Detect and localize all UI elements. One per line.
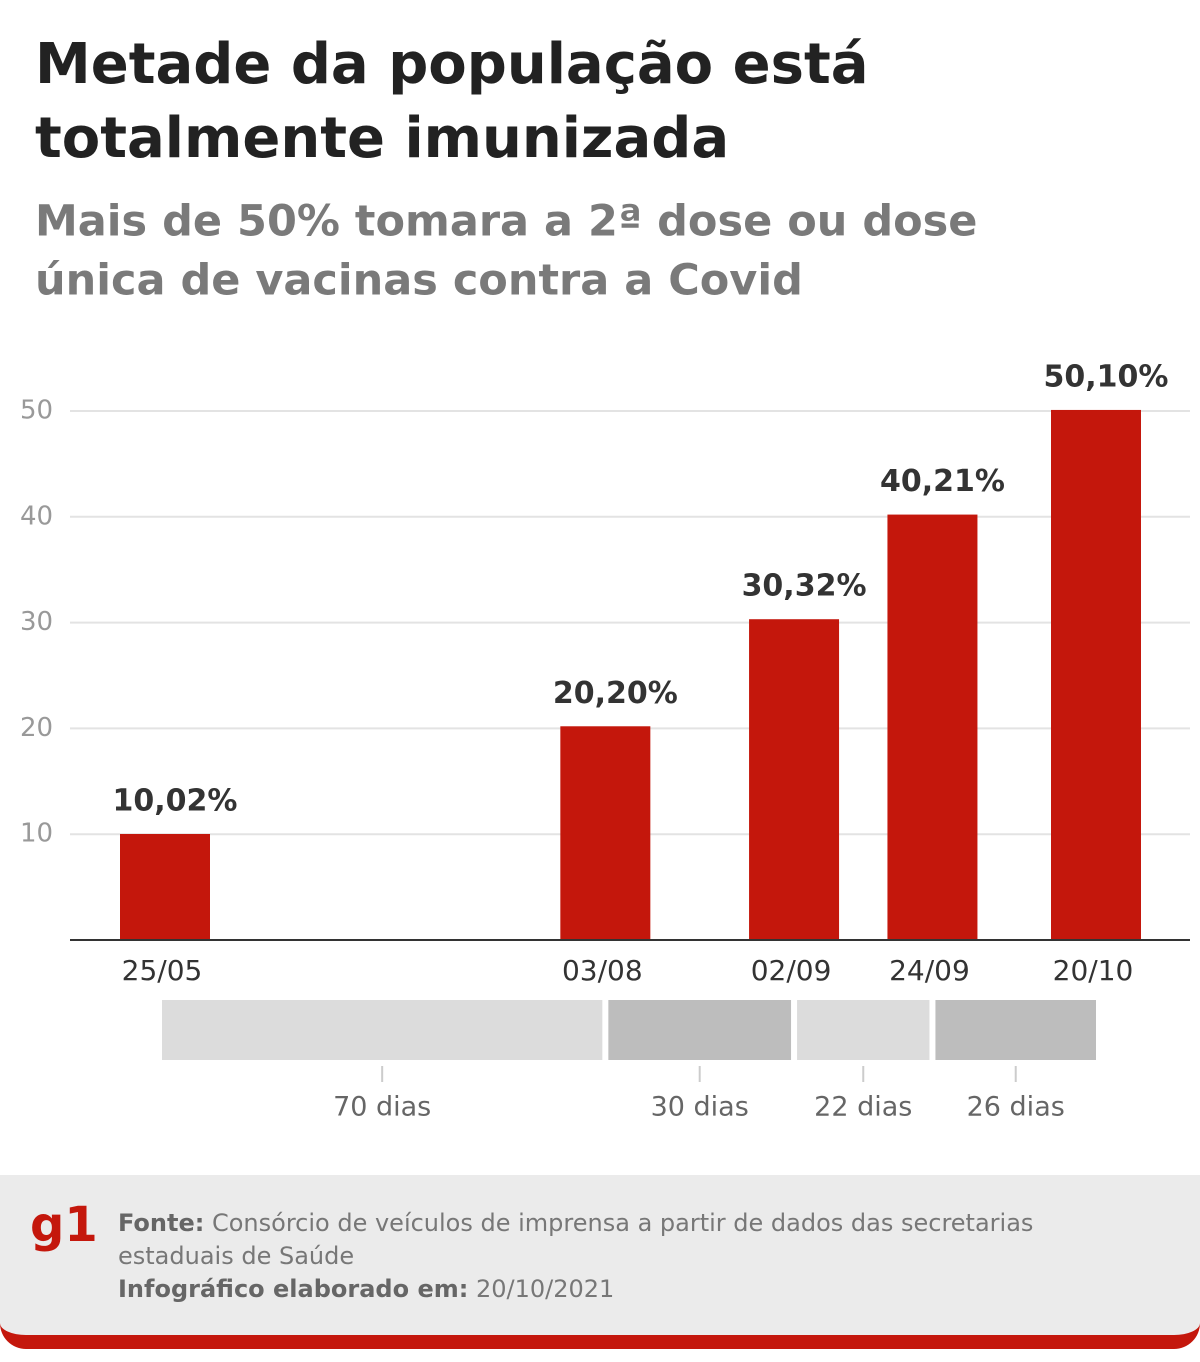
interval-bar xyxy=(162,1000,603,1060)
bar xyxy=(1051,409,1141,940)
value-label: 10,02% xyxy=(113,783,238,818)
x-tick-label: 02/09 xyxy=(751,954,832,987)
value-label: 50,10% xyxy=(1044,359,1169,394)
interval-bar xyxy=(608,1000,792,1060)
chart-subtitle: Mais de 50% tomara a 2ª dose ou dose xyxy=(35,197,977,247)
bar xyxy=(120,833,210,940)
source-text: Consórcio de veículos de imprensa a part… xyxy=(118,1209,1034,1270)
interval-label: 70 dias xyxy=(333,1092,431,1123)
x-tick-label: 20/10 xyxy=(1053,954,1134,987)
chart-title: totalmente imunizada xyxy=(35,106,729,171)
chart-subtitle: única de vacinas contra a Covid xyxy=(35,256,803,306)
footer: g1 Fonte: Consórcio de veículos de impre… xyxy=(0,1175,1200,1349)
x-tick-label: 24/09 xyxy=(889,954,970,987)
value-label: 40,21% xyxy=(880,464,1005,499)
interval-label: 30 dias xyxy=(651,1092,749,1123)
y-tick-label: 50 xyxy=(20,396,53,426)
y-tick-label: 30 xyxy=(20,607,53,637)
x-tick-label: 03/08 xyxy=(562,954,643,987)
interval-label: 26 dias xyxy=(967,1092,1065,1123)
interval-label: 22 dias xyxy=(814,1092,912,1123)
x-tick-label: 25/05 xyxy=(122,954,203,987)
logo: g1 xyxy=(30,1197,98,1253)
value-label: 20,20% xyxy=(553,676,678,711)
y-tick-label: 20 xyxy=(20,713,53,743)
interval-bar xyxy=(935,1000,1096,1060)
bar xyxy=(749,619,840,940)
chart: Metade da população está totalmente imun… xyxy=(20,32,1190,1123)
interval-bar xyxy=(797,1000,930,1060)
value-label: 30,32% xyxy=(742,569,867,604)
bar xyxy=(887,514,978,940)
source-label: Fonte: xyxy=(118,1209,205,1237)
source: Fonte: Consórcio de veículos de imprensa… xyxy=(118,1207,1118,1306)
chart-title: Metade da população está xyxy=(35,32,869,97)
y-tick-label: 40 xyxy=(20,501,53,531)
date-label: Infográfico elaborado em: xyxy=(118,1275,469,1303)
bar xyxy=(560,726,651,940)
y-tick-label: 10 xyxy=(20,819,53,849)
date-text: 20/10/2021 xyxy=(475,1275,615,1303)
